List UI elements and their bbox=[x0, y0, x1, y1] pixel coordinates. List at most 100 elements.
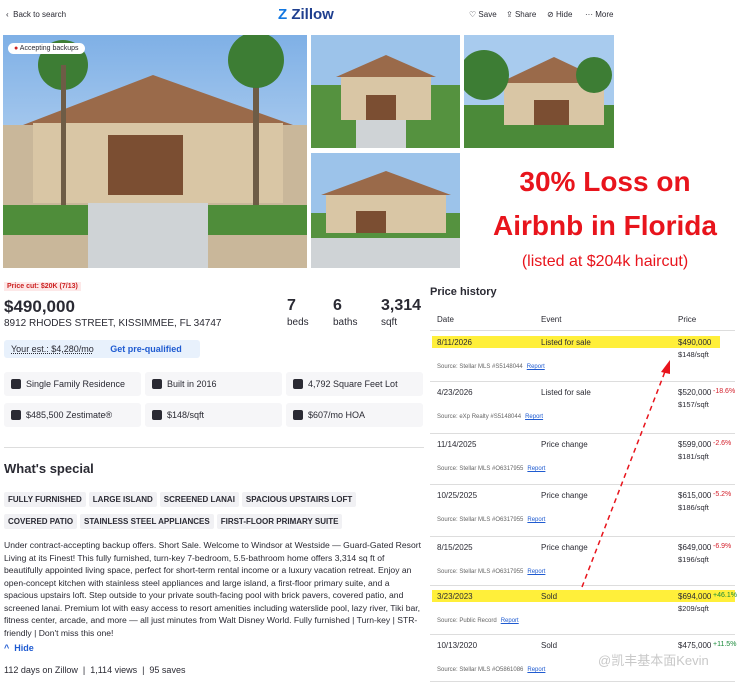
date: 10/25/2025 bbox=[437, 491, 478, 500]
photo[interactable] bbox=[464, 35, 614, 148]
fact-text: $607/mo HOA bbox=[308, 410, 366, 420]
fact: $485,500 Zestimate® bbox=[4, 403, 141, 427]
fact-text: Single Family Residence bbox=[26, 379, 126, 389]
section-title: Price history bbox=[430, 286, 497, 298]
fact-text: $485,500 Zestimate® bbox=[26, 410, 113, 420]
highlight bbox=[432, 336, 720, 348]
action-share[interactable]: ⇪ Share bbox=[506, 10, 537, 19]
source: Source: Public Record Report bbox=[437, 618, 519, 624]
tag: SCREENED LANAI bbox=[159, 492, 239, 507]
tag: SPACIOUS UPSTAIRS LOFT bbox=[241, 492, 357, 507]
date: 10/13/2020 bbox=[437, 641, 478, 650]
fact: Built in 2016 bbox=[145, 372, 282, 396]
report-link[interactable]: Report bbox=[526, 364, 545, 370]
action-text: Share bbox=[514, 10, 537, 19]
event: Listed for sale bbox=[541, 388, 591, 397]
tag-list: FULLY FURNISHED LARGE ISLAND SCREENED LANA… bbox=[4, 489, 414, 533]
report-link[interactable]: Report bbox=[527, 517, 546, 523]
stat: 95 saves bbox=[149, 665, 186, 675]
history-row: 10/25/2025 Price change $615,000 -5.2% $186/… bbox=[430, 486, 735, 537]
event: Price change bbox=[541, 543, 588, 552]
back-text: Back to search bbox=[13, 10, 67, 19]
price: $490,000 bbox=[678, 338, 712, 347]
report-link[interactable]: Report bbox=[525, 414, 544, 420]
watermark: @凯丰基本面Kevin bbox=[598, 653, 709, 668]
section-title: What's special bbox=[4, 461, 94, 476]
tag: LARGE ISLAND bbox=[88, 492, 157, 507]
price: $490,000 bbox=[4, 297, 75, 316]
source: Source: Stellar MLS #O5861086 Report bbox=[437, 667, 546, 673]
event: Sold bbox=[541, 641, 558, 650]
stat-value: 3,314 bbox=[381, 297, 422, 314]
date: 3/23/2023 bbox=[437, 592, 473, 601]
photo[interactable] bbox=[311, 153, 460, 268]
event: Price change bbox=[541, 491, 588, 500]
date: 4/23/2026 bbox=[437, 388, 473, 397]
fact-text: 4,792 Square Feet Lot bbox=[308, 379, 398, 389]
column-header: Price bbox=[678, 315, 697, 324]
address: 8912 RHODES STREET, KISSIMMEE, FL 34747 bbox=[4, 318, 222, 329]
fact: $148/sqft bbox=[145, 403, 282, 427]
tag: FULLY FURNISHED bbox=[4, 492, 86, 507]
history-row: 11/14/2025 Price change $599,000 -2.6% $181/… bbox=[430, 435, 735, 485]
report-link[interactable]: Report bbox=[527, 569, 546, 575]
action-hide[interactable]: ⊘ Hide bbox=[547, 10, 573, 19]
back-link[interactable]: ‹ Back to search bbox=[6, 10, 67, 19]
action-more[interactable]: ··· More bbox=[585, 10, 614, 19]
estimate[interactable]: Your est.: $4,280/mo bbox=[11, 344, 94, 354]
tag: COVERED PATIO bbox=[4, 514, 78, 529]
price: $615,000 bbox=[678, 491, 712, 500]
price: $520,000 bbox=[678, 388, 712, 397]
logo[interactable]: Z Zillow bbox=[278, 6, 334, 23]
highlight bbox=[432, 590, 735, 602]
stat-label: baths bbox=[333, 317, 358, 328]
date: 11/14/2025 bbox=[437, 440, 477, 449]
per-sqft: $186/sqft bbox=[678, 503, 709, 512]
change: +46.1% bbox=[713, 592, 737, 599]
source: Source: Stellar MLS #O6317955 Report bbox=[437, 517, 546, 523]
stat-value: 6 bbox=[333, 297, 342, 314]
toggle[interactable]: ^ Hide bbox=[4, 643, 34, 653]
history-row: 3/23/2023 Sold $694,000 +46.1% $209/sqft Sour… bbox=[430, 587, 737, 635]
source: Source: Stellar MLS #O6317955 Report bbox=[437, 569, 546, 575]
report-link[interactable]: Report bbox=[500, 618, 519, 624]
action-text: Hide bbox=[555, 10, 573, 19]
date: 8/15/2025 bbox=[437, 543, 473, 552]
price: $475,000 bbox=[678, 641, 712, 650]
price: $694,000 bbox=[678, 592, 712, 601]
event: Price change bbox=[541, 440, 588, 449]
stat-value: 7 bbox=[287, 297, 296, 314]
event: Listed for sale bbox=[541, 338, 591, 347]
fact: Single Family Residence bbox=[4, 372, 141, 396]
tag: STAINLESS STEEL APPLIANCES bbox=[80, 514, 214, 529]
fact-text: $148/sqft bbox=[167, 410, 205, 420]
action-text: More bbox=[595, 10, 614, 19]
photo[interactable] bbox=[311, 35, 460, 148]
per-sqft: $181/sqft bbox=[678, 452, 709, 461]
overlay-subtitle: (listed at $204k haircut) bbox=[521, 253, 689, 270]
change: -18.6% bbox=[713, 388, 736, 395]
per-sqft: $196/sqft bbox=[678, 555, 709, 564]
divider bbox=[4, 447, 424, 448]
overlay-title: 30% Loss on bbox=[519, 166, 691, 197]
source: Source: Stellar MLS #O6317955 Report bbox=[437, 466, 546, 472]
logo-text: Zillow bbox=[291, 6, 334, 23]
per-sqft: $209/sqft bbox=[678, 604, 709, 613]
change: -6.9% bbox=[713, 543, 732, 550]
fact: 4,792 Square Feet Lot bbox=[286, 372, 423, 396]
action-text: Save bbox=[478, 10, 497, 19]
fact-text: Built in 2016 bbox=[167, 379, 217, 389]
prequalify-link[interactable]: Get pre-qualified bbox=[110, 344, 182, 354]
history-row: 8/11/2026 Listed for sale $490,000 $148/sqf… bbox=[430, 333, 735, 382]
stat: 112 days on Zillow bbox=[4, 665, 78, 675]
action-save[interactable]: ♡ Save bbox=[469, 10, 497, 19]
source: Source: eXp Realty #S5148044 Report bbox=[437, 414, 544, 420]
stat-label: beds bbox=[287, 317, 309, 328]
photo-main[interactable] bbox=[3, 35, 307, 268]
estimate-box: Your est.: $4,280/mo Get pre-qualified bbox=[4, 340, 200, 358]
badge-text: Accepting backups bbox=[19, 45, 79, 52]
report-link[interactable]: Report bbox=[527, 466, 546, 472]
report-link[interactable]: Report bbox=[527, 667, 546, 673]
description: Under contract-accepting backup offers. … bbox=[4, 540, 421, 638]
